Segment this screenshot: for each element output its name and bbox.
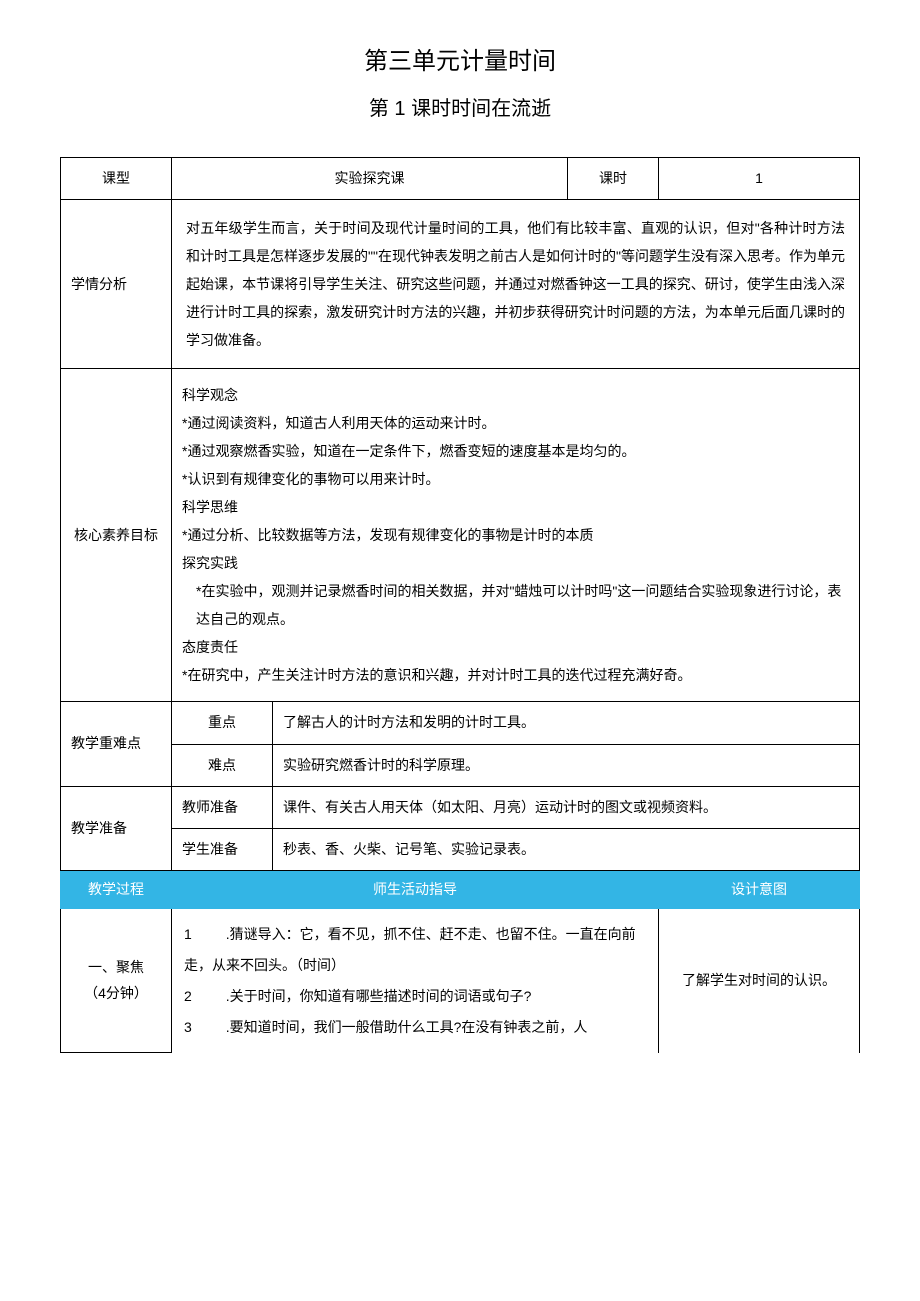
period-label: 课时 [568,158,659,200]
teacher-prep-label: 教师准备 [172,786,273,828]
focus-label-line2: （4分钟） [71,981,161,1006]
analysis-text: 对五年级学生而言，关于时间及现代计量时间的工具，他们有比较丰富、直观的认识，但对… [172,200,860,369]
difficulty-label: 教学重难点 [61,702,172,786]
table-row: 课型 实验探究课 课时 1 [61,158,860,200]
student-prep-label: 学生准备 [172,828,273,870]
goals-item: *认识到有规律变化的事物可以用来计时。 [182,465,849,493]
period-value: 1 [659,158,860,200]
activity-number: 3 [184,1019,192,1035]
activity-text: .猜谜导入：它，看不见，抓不住、赶不走、也留不住。一直在向前走，从来不回头。（时… [184,926,636,973]
activity-text: .关于时间，你知道有哪些描述时间的词语或句子? [226,988,532,1004]
process-header-row: 教学过程 师生活动指导 设计意图 [61,871,860,909]
goals-item: *通过观察燃香实验，知道在一定条件下，燃香变短的速度基本是均匀的。 [182,437,849,465]
focus-label: 一、聚焦 （4分钟） [61,909,172,1053]
hard-point-label: 难点 [172,744,273,786]
goals-heading: 科学思维 [182,493,849,521]
goals-heading: 态度责任 [182,633,849,661]
goals-item: *通过分析、比较数据等方法，发现有规律变化的事物是计时的本质 [182,521,849,549]
activity-item: 3 .要知道时间，我们一般借助什么工具?在没有钟表之前，人 [184,1012,646,1043]
key-point-value: 了解古人的计时方法和发明的计时工具。 [273,702,860,744]
process-header-col3: 设计意图 [659,871,860,909]
goals-item: *在研究中，产生关注计时方法的意识和兴趣，并对计时工具的迭代过程充满好奇。 [182,661,849,689]
student-prep-value: 秒表、香、火柴、记号笔、实验记录表。 [273,828,860,870]
table-row: 一、聚焦 （4分钟） 1 .猜谜导入：它，看不见，抓不住、赶不走、也留不住。一直… [61,909,860,1053]
goals-heading: 科学观念 [182,381,849,409]
activity-item: 2 .关于时间，你知道有哪些描述时间的词语或句子? [184,981,646,1012]
core-goals-label: 核心素养目标 [61,369,172,702]
focus-intent: 了解学生对时间的认识。 [659,909,860,1053]
table-row: 难点 实验研究燃香计时的科学原理。 [61,744,860,786]
hard-point-value: 实验研究燃香计时的科学原理。 [273,744,860,786]
unit-title: 第三单元计量时间 [60,40,860,83]
activity-text: .要知道时间，我们一般借助什么工具?在没有钟表之前，人 [226,1019,588,1035]
focus-activities: 1 .猜谜导入：它，看不见，抓不住、赶不走、也留不住。一直在向前走，从来不回头。… [172,909,659,1053]
activity-item: 1 .猜谜导入：它，看不见，抓不住、赶不走、也留不住。一直在向前走，从来不回头。… [184,919,646,981]
lesson-title: 第 1 课时时间在流逝 [60,91,860,127]
course-type-value: 实验探究课 [172,158,568,200]
lesson-plan-table: 课型 实验探究课 课时 1 学情分析 对五年级学生而言，关于时间及现代计量时间的… [60,157,860,1053]
goals-item: *在实验中，观测并记录燃香时间的相关数据，并对"蜡烛可以计时吗"这一问题结合实验… [182,577,849,633]
teacher-prep-value: 课件、有关古人用天体（如太阳、月亮）运动计时的图文或视频资料。 [273,786,860,828]
table-row: 教学准备 教师准备 课件、有关古人用天体（如太阳、月亮）运动计时的图文或视频资料… [61,786,860,828]
table-row: 学生准备 秒表、香、火柴、记号笔、实验记录表。 [61,828,860,870]
activity-number: 1 [184,926,192,942]
table-row: 学情分析 对五年级学生而言，关于时间及现代计量时间的工具，他们有比较丰富、直观的… [61,200,860,369]
focus-label-line1: 一、聚焦 [71,955,161,980]
analysis-label: 学情分析 [61,200,172,369]
prep-label: 教学准备 [61,786,172,870]
process-header-col2: 师生活动指导 [172,871,659,909]
key-point-label: 重点 [172,702,273,744]
process-header-col1: 教学过程 [61,871,172,909]
goals-item: *通过阅读资料，知道古人利用天体的运动来计时。 [182,409,849,437]
activity-number: 2 [184,988,192,1004]
table-row: 教学重难点 重点 了解古人的计时方法和发明的计时工具。 [61,702,860,744]
core-goals-content: 科学观念 *通过阅读资料，知道古人利用天体的运动来计时。 *通过观察燃香实验，知… [172,369,860,702]
table-row: 核心素养目标 科学观念 *通过阅读资料，知道古人利用天体的运动来计时。 *通过观… [61,369,860,702]
course-type-label: 课型 [61,158,172,200]
goals-heading: 探究实践 [182,549,849,577]
